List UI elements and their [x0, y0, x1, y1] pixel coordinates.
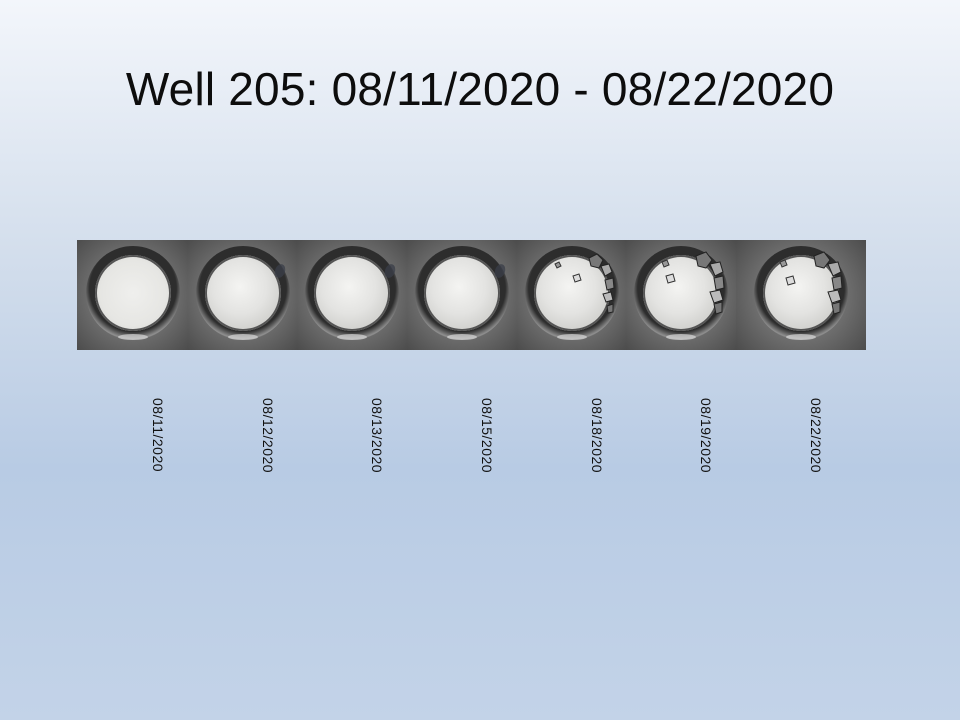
well-image-5 — [517, 240, 626, 350]
well-image-6 — [626, 240, 736, 350]
date-label: 08/12/2020 — [260, 398, 276, 474]
well-image-4 — [407, 240, 517, 350]
date-label: 08/13/2020 — [369, 398, 385, 474]
well-image-1 — [77, 240, 188, 350]
crystal-cluster-icon — [661, 251, 725, 315]
well-image-3 — [297, 240, 407, 350]
date-label: 08/19/2020 — [698, 398, 714, 474]
date-label: 08/15/2020 — [479, 398, 495, 474]
well-image-2 — [188, 240, 297, 350]
date-label: 08/11/2020 — [150, 398, 166, 473]
slide-title: Well 205: 08/11/2020 - 08/22/2020 — [125, 63, 835, 115]
well-image-strip — [77, 240, 866, 350]
date-label: 08/18/2020 — [589, 398, 605, 474]
well-image-7 — [736, 240, 866, 350]
date-label: 08/22/2020 — [808, 398, 824, 474]
crystal-cluster-icon — [554, 253, 615, 314]
crystal-cluster-icon — [779, 251, 843, 315]
date-labels: 08/11/2020 08/12/2020 08/13/2020 08/15/2… — [0, 398, 960, 498]
